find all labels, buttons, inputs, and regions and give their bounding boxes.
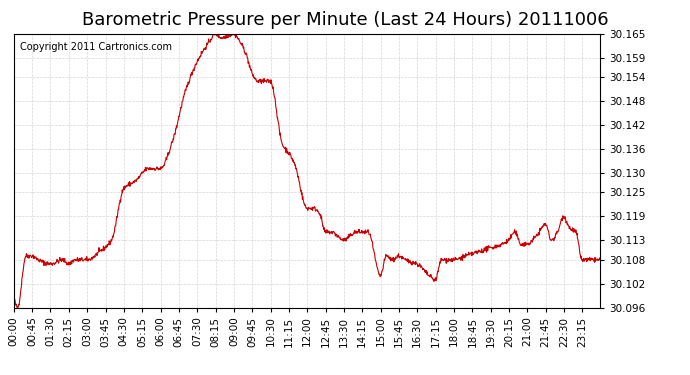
Text: Copyright 2011 Cartronics.com: Copyright 2011 Cartronics.com [19,42,172,52]
Text: Barometric Pressure per Minute (Last 24 Hours) 20111006: Barometric Pressure per Minute (Last 24 … [81,11,609,29]
